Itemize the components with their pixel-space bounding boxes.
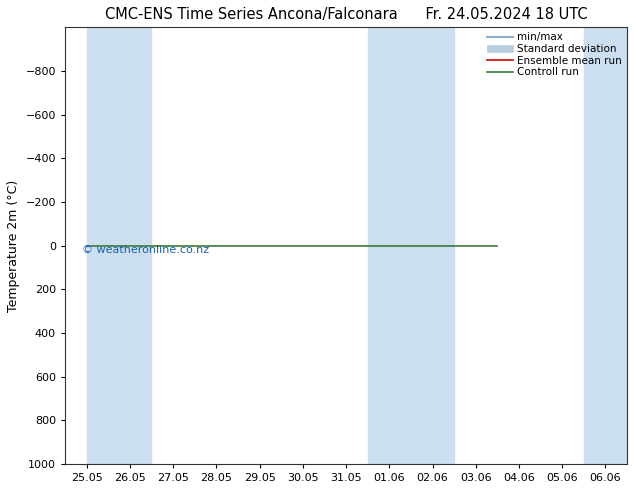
Text: © weatheronline.co.nz: © weatheronline.co.nz	[82, 245, 209, 255]
Legend: min/max, Standard deviation, Ensemble mean run, Controll run: min/max, Standard deviation, Ensemble me…	[484, 29, 625, 80]
Bar	[368, 27, 454, 464]
Y-axis label: Temperature 2m (°C): Temperature 2m (°C)	[7, 179, 20, 312]
Bar	[87, 27, 152, 464]
Title: CMC-ENS Time Series Ancona/Falconara      Fr. 24.05.2024 18 UTC: CMC-ENS Time Series Ancona/Falconara Fr.…	[105, 7, 587, 22]
Bar	[584, 27, 627, 464]
